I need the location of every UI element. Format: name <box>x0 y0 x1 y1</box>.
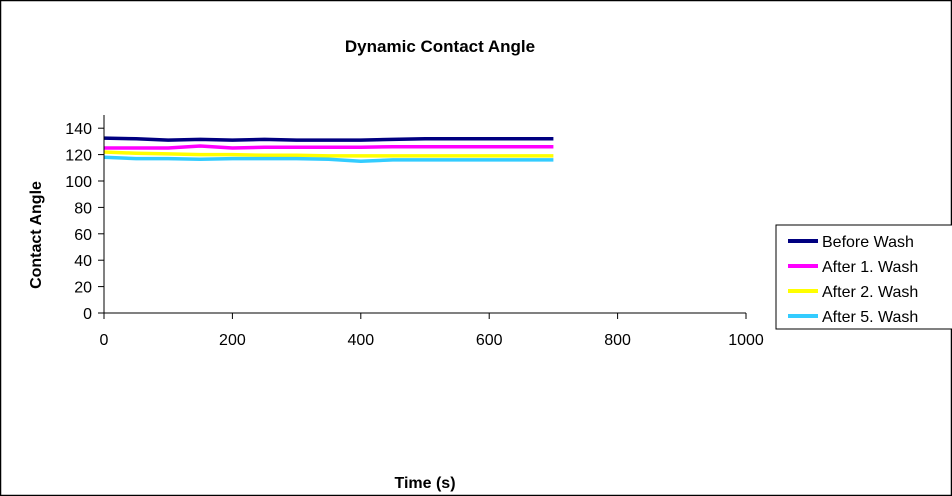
y-tick-label: 100 <box>65 174 92 191</box>
y-tick-label: 60 <box>74 227 92 244</box>
legend: Before Wash After 1. Wash After 2. Wash Aft… <box>776 225 952 329</box>
chart-title: Dynamic Contact Angle <box>345 37 535 56</box>
legend-label: After 1. Wash <box>822 259 918 276</box>
y-axis-label: Contact Angle <box>28 181 45 289</box>
y-tick-label: 20 <box>74 280 92 297</box>
y-tick-label: 120 <box>65 148 92 165</box>
x-tick-label: 200 <box>219 332 246 349</box>
x-tick-label: 800 <box>604 332 631 349</box>
series-line-before-wash <box>104 138 553 140</box>
legend-label: Before Wash <box>822 234 914 251</box>
legend-label: After 5. Wash <box>822 309 918 326</box>
x-tick-label: 600 <box>476 332 503 349</box>
y-tick-label: 40 <box>74 253 92 270</box>
y-tick-label: 140 <box>65 121 92 138</box>
y-tick-label: 80 <box>74 200 92 217</box>
x-tick-label: 400 <box>347 332 374 349</box>
x-tick-label: 1000 <box>728 332 764 349</box>
x-axis-label: Time (s) <box>394 475 455 492</box>
x-tick-label: 0 <box>100 332 109 349</box>
y-tick-label: 0 <box>83 306 92 323</box>
legend-label: After 2. Wash <box>822 284 918 301</box>
series-line-after-1-wash <box>104 146 553 148</box>
